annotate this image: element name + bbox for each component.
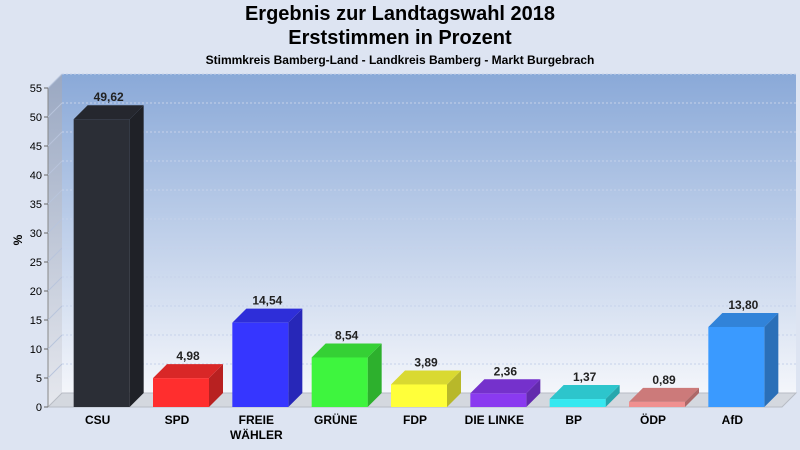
bar-front [391,384,447,407]
gridline-side [47,305,63,321]
chart-title-line2: Erststimmen in Prozent [288,27,512,49]
bar-side [526,379,541,407]
chart-subtitle: Stimmkreis Bamberg-Land - Landkreis Bamb… [205,53,595,67]
y-tick-label: 20 [30,286,42,298]
x-tick-label: FREIE [239,413,274,427]
gridline-side [47,160,63,176]
y-tick-label: 5 [36,373,42,385]
bar-front [470,393,527,407]
gridline-side [47,363,63,379]
gridline-side [47,73,63,89]
x-tick-label: DIE LINKE [465,413,524,427]
y-tick-label: 55 [30,83,42,95]
x-tick-label: CSU [85,413,110,427]
bar-freie-wähler [232,308,303,407]
bar-side [447,370,461,407]
gridline-side [47,189,63,205]
data-label: 14,54 [252,294,282,308]
bar-side [605,385,620,407]
x-tick-label: WÄHLER [230,427,283,442]
x-tick-label: FDP [403,413,427,427]
bar-top [708,312,779,327]
y-tick-label: 0 [36,402,42,414]
bar-ödp [629,387,699,407]
gridline-side [47,218,63,234]
gridline-side [47,131,63,147]
bar-side [764,312,779,407]
bar-afd [708,312,779,407]
bar-grüne [311,343,382,407]
bar-die-linke [470,379,541,407]
bar-top [153,364,223,379]
y-tick-label: 30 [30,228,42,240]
y-tick-label: 45 [30,141,42,153]
bar-front [153,378,209,407]
bar-side [367,343,382,407]
y-tick-label: 15 [30,315,42,327]
x-tick-label: ÖDP [640,412,666,427]
bar-fdp [391,370,461,407]
gridline-side [47,334,63,350]
bar-top [391,370,461,385]
data-label: 8,54 [335,328,359,342]
y-tick-label: 40 [30,170,42,182]
y-tick-label: 10 [30,344,42,356]
bar-top [311,343,382,358]
y-tick-label: 25 [30,257,42,269]
plot-back-wall [62,74,796,393]
data-label: 3,89 [414,355,438,369]
bar-front [629,401,685,407]
bar-side [288,308,303,407]
bar-spd [153,364,223,407]
gridline-side [47,247,63,263]
data-label: 4,98 [176,349,200,363]
bar-csu [73,105,144,407]
bar-front [73,119,130,407]
data-label: 13,80 [728,298,758,312]
bar-top [73,105,144,120]
bar-front [232,322,289,407]
bar-front [549,399,606,407]
gridline-side [47,102,63,118]
bar-front [311,357,368,407]
bar-bp [549,385,620,407]
data-label: 0,89 [652,373,676,387]
bar-top [232,308,303,323]
x-tick-label: GRÜNE [314,412,357,427]
bar-top [470,379,541,394]
data-label: 49,62 [94,90,124,104]
gridline-side [47,276,63,292]
bar-side [129,105,144,407]
bar-side [685,387,699,407]
y-tick-label: 50 [30,112,42,124]
bar-side [209,364,223,407]
x-tick-label: SPD [165,413,190,427]
y-tick-label: 35 [30,199,42,211]
chart-title: Ergebnis zur Landtagswahl 2018 [244,3,556,25]
x-tick-label: BP [565,413,582,427]
x-tick-label: AfD [722,413,744,427]
data-label: 1,37 [573,370,597,384]
bar-front [708,326,765,407]
data-label: 2,36 [494,364,518,378]
bar-top [549,385,620,400]
y-axis-label: % [11,234,25,245]
bar-top [629,387,699,402]
plot-side-wall [48,74,62,407]
